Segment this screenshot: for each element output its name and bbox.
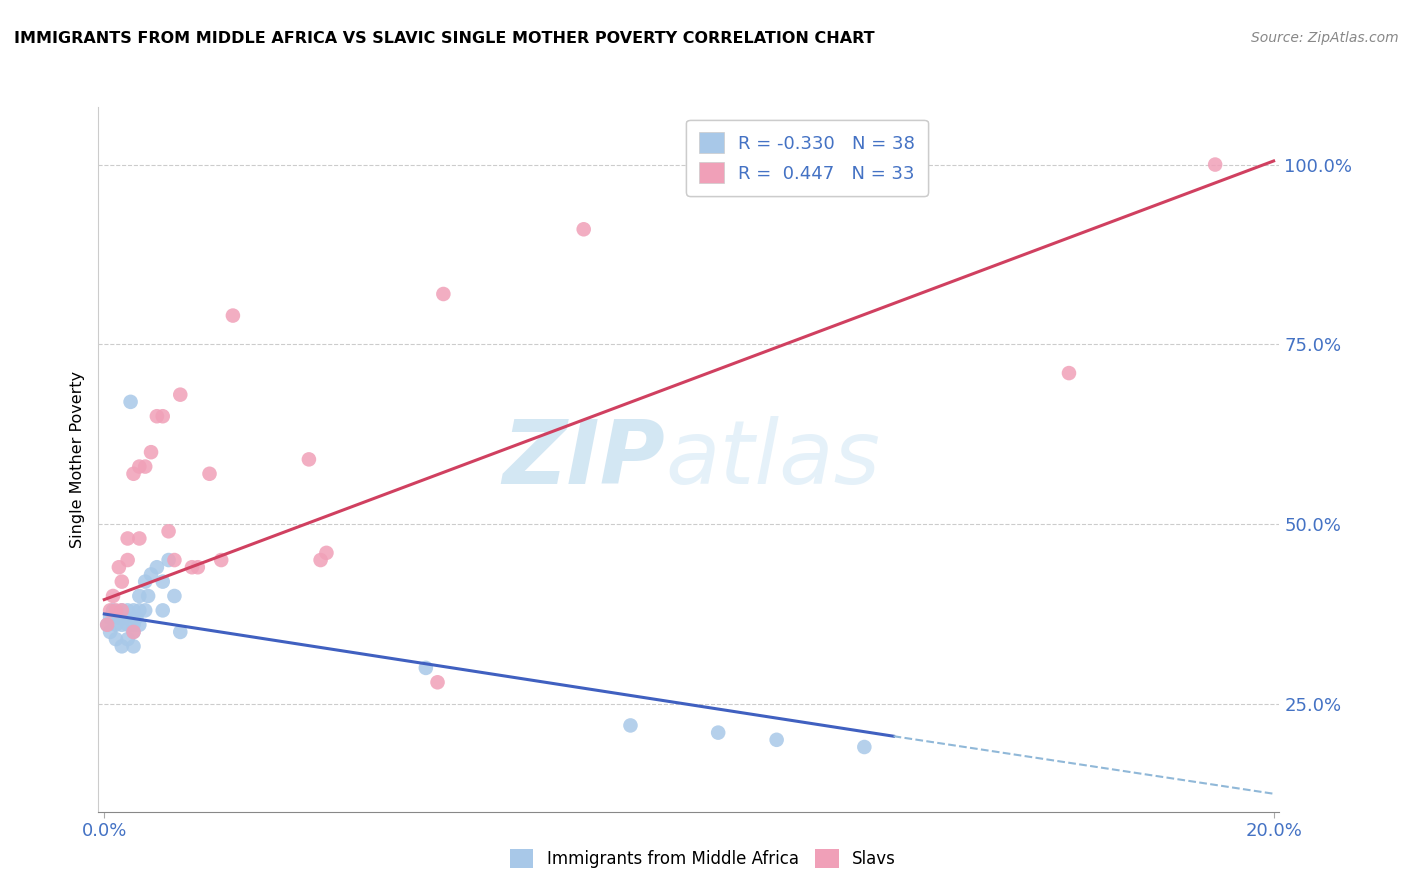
Point <box>117 632 139 647</box>
Legend: Immigrants from Middle Africa, Slavs: Immigrants from Middle Africa, Slavs <box>503 842 903 875</box>
Point <box>111 574 134 589</box>
Point <box>209 553 232 567</box>
Point <box>1057 366 1080 380</box>
Point <box>222 309 245 323</box>
Point <box>114 610 136 624</box>
Point <box>104 617 127 632</box>
Point <box>134 459 156 474</box>
Point <box>128 617 150 632</box>
Point <box>122 603 145 617</box>
Point <box>157 553 180 567</box>
Point <box>128 532 150 546</box>
Point <box>122 467 145 481</box>
Point <box>432 287 454 301</box>
Point <box>128 603 150 617</box>
Point <box>187 560 209 574</box>
Point <box>134 574 156 589</box>
Point <box>309 553 332 567</box>
Point <box>619 718 641 732</box>
Point <box>108 610 131 624</box>
Text: atlas: atlas <box>665 417 880 502</box>
Point <box>139 567 162 582</box>
Point <box>298 452 321 467</box>
Point <box>98 603 121 617</box>
Point <box>122 640 145 654</box>
Point <box>139 445 162 459</box>
Text: Source: ZipAtlas.com: Source: ZipAtlas.com <box>1251 31 1399 45</box>
Point <box>96 617 118 632</box>
Point <box>117 617 139 632</box>
Point <box>181 560 204 574</box>
Point <box>1204 157 1226 171</box>
Text: ZIP: ZIP <box>502 416 665 503</box>
Point <box>117 603 139 617</box>
Point <box>163 553 186 567</box>
Point <box>426 675 449 690</box>
Point <box>765 732 787 747</box>
Point <box>98 624 121 639</box>
Y-axis label: Single Mother Poverty: Single Mother Poverty <box>70 371 86 548</box>
Point <box>111 640 134 654</box>
Point <box>163 589 186 603</box>
Point <box>122 624 145 639</box>
Point <box>128 459 150 474</box>
Point <box>315 546 337 560</box>
Point <box>104 632 127 647</box>
Point <box>104 603 127 617</box>
Point <box>146 409 169 424</box>
Point <box>134 603 156 617</box>
Point <box>146 560 169 574</box>
Point <box>572 222 595 236</box>
Point <box>707 725 730 739</box>
Text: IMMIGRANTS FROM MIDDLE AFRICA VS SLAVIC SINGLE MOTHER POVERTY CORRELATION CHART: IMMIGRANTS FROM MIDDLE AFRICA VS SLAVIC … <box>14 31 875 46</box>
Point <box>853 739 876 754</box>
Point <box>125 610 148 624</box>
Point <box>152 603 174 617</box>
Point <box>108 560 131 574</box>
Point <box>120 395 142 409</box>
Point <box>122 624 145 639</box>
Point <box>117 532 139 546</box>
Point <box>198 467 221 481</box>
Point <box>169 624 191 639</box>
Point <box>128 589 150 603</box>
Point <box>169 387 191 401</box>
Point <box>111 603 134 617</box>
Point <box>111 603 134 617</box>
Point <box>117 553 139 567</box>
Legend: R = -0.330   N = 38, R =  0.447   N = 33: R = -0.330 N = 38, R = 0.447 N = 33 <box>686 120 928 195</box>
Point <box>152 409 174 424</box>
Point <box>96 617 118 632</box>
Point <box>111 617 134 632</box>
Point <box>415 661 437 675</box>
Point <box>152 574 174 589</box>
Point <box>136 589 159 603</box>
Point <box>157 524 180 539</box>
Point <box>122 617 145 632</box>
Point <box>98 610 121 624</box>
Point <box>101 603 124 617</box>
Point <box>101 589 124 603</box>
